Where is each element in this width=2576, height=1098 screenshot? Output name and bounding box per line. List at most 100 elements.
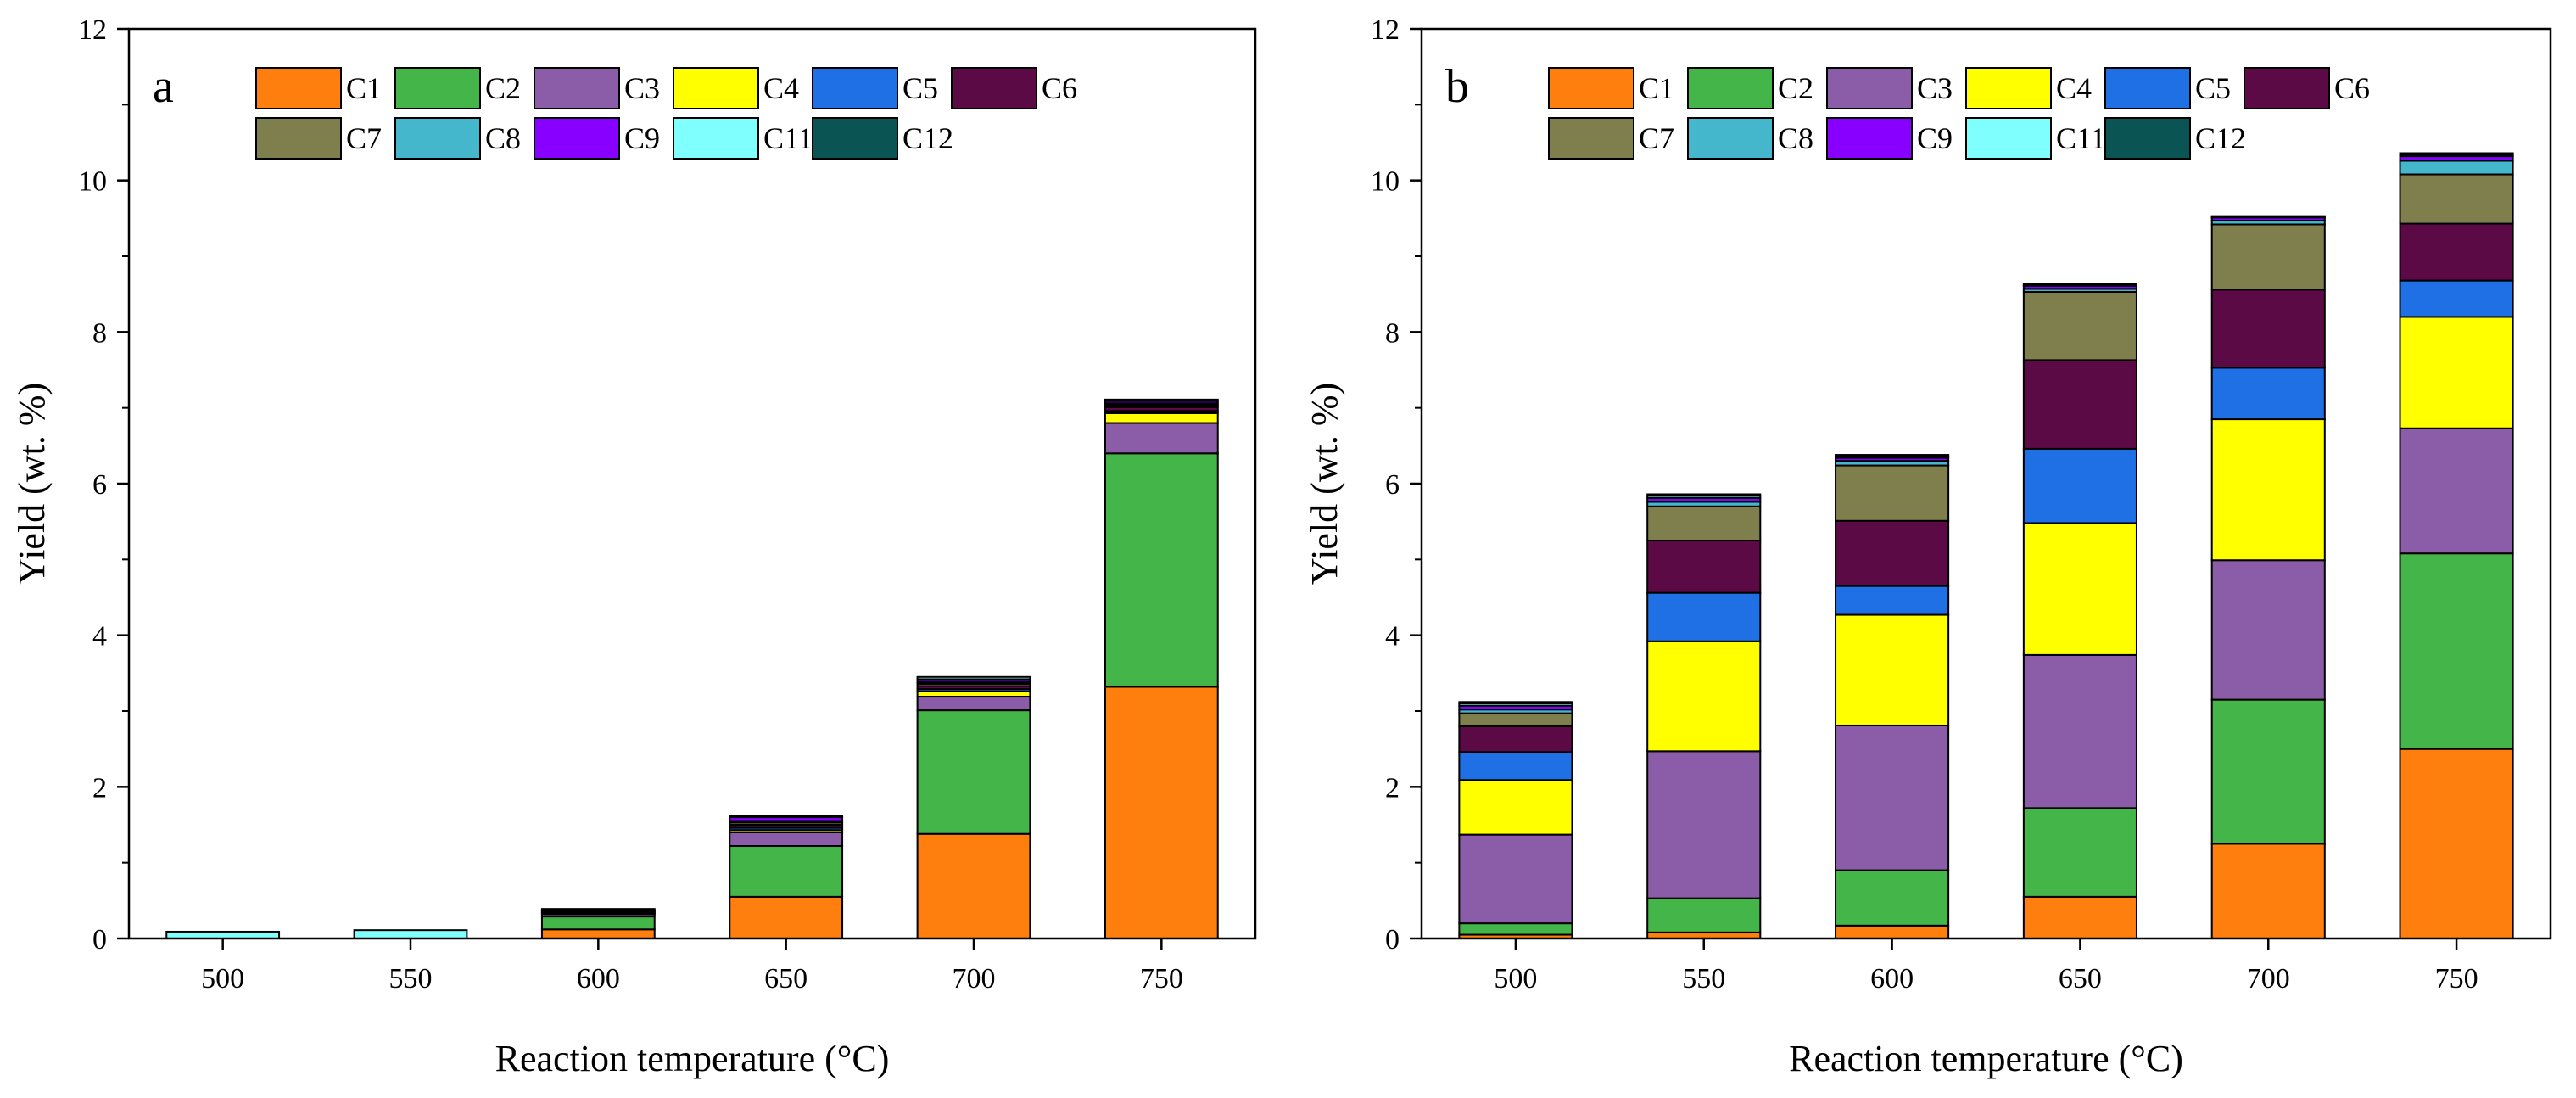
legend-item-c6: C6 <box>2244 67 2370 109</box>
legend-label: C8 <box>485 121 521 155</box>
x-tick-label: 600 <box>577 963 620 994</box>
y-tick-label: 8 <box>92 317 107 349</box>
legend-swatch <box>2104 67 2191 109</box>
legend-swatch <box>812 67 898 109</box>
bar-c6-550 <box>1646 540 1762 594</box>
x-axis-title: Reaction temperature (°C) <box>495 1038 890 1079</box>
bar-c5-600 <box>1835 585 1950 616</box>
bar-c4-500 <box>1458 779 1573 836</box>
y-tick-label: 4 <box>92 621 107 653</box>
legend-label: C1 <box>1639 71 1674 105</box>
legend-item-c4: C4 <box>1965 67 2092 109</box>
bar-c3-600 <box>1835 724 1950 871</box>
legend-swatch <box>951 67 1037 109</box>
bar-c6-600 <box>1835 519 1950 587</box>
bar-c12-550 <box>1646 493 1762 497</box>
bars-group <box>165 398 1219 940</box>
legend-swatch <box>1826 117 1913 160</box>
legend-swatch <box>1687 67 1774 109</box>
legend-item-c1: C1 <box>255 67 382 109</box>
x-axis-title: Reaction temperature (°C) <box>1789 1038 2183 1079</box>
bar-c3-500 <box>1458 833 1573 925</box>
panel-label: a <box>153 60 174 113</box>
legend-label: C4 <box>763 71 799 105</box>
legend-swatch <box>812 117 898 160</box>
bar-c1-700 <box>916 832 1031 939</box>
legend-label: C6 <box>1042 71 1077 105</box>
legend-label: C2 <box>485 71 521 105</box>
bar-c12-750 <box>2399 152 2514 156</box>
x-tick-label: 650 <box>764 963 807 994</box>
legend-label: C11 <box>2056 121 2106 155</box>
bar-c7-500 <box>1458 712 1573 727</box>
bar-c11-700 <box>916 675 1031 681</box>
bar-c5-550 <box>1646 591 1762 642</box>
legend-swatch <box>394 117 481 160</box>
y-tick-label: 4 <box>1385 621 1400 653</box>
legend-label: C3 <box>624 71 660 105</box>
bar-c6-750 <box>2399 222 2514 282</box>
y-axis-title: Yield (wt. %) <box>11 383 53 585</box>
x-tick-label: 600 <box>1870 963 1914 994</box>
bar-c12-600 <box>1835 454 1950 457</box>
legend-label: C4 <box>2056 71 2092 105</box>
legend-item-c7: C7 <box>1548 117 1674 160</box>
bar-c2-550 <box>1646 897 1762 933</box>
legend-swatch <box>1965 67 2052 109</box>
bar-c6-650 <box>2022 359 2137 450</box>
legend-label: C9 <box>624 121 660 155</box>
legend: C1 C2 C3 C4 C5 C6 C7 C8 C9 C11 C12 <box>255 67 1077 160</box>
y-tick-label: 10 <box>1371 166 1400 198</box>
legend-item-c8: C8 <box>1687 117 1813 160</box>
bar-c7-700 <box>2210 223 2326 291</box>
bar-c5-650 <box>2022 447 2137 524</box>
x-tick-label: 500 <box>201 963 244 994</box>
bar-c2-600 <box>540 916 656 931</box>
legend-item-c5: C5 <box>2104 67 2231 109</box>
bar-c5-750 <box>2399 279 2514 318</box>
bar-c2-500 <box>1458 922 1573 936</box>
bar-c3-550 <box>1646 750 1762 899</box>
legend-swatch <box>394 67 481 109</box>
y-tick-label: 8 <box>1385 317 1400 349</box>
legend-label: C12 <box>902 121 953 155</box>
legend-swatch <box>1965 117 2052 160</box>
bar-c4-750 <box>2399 316 2514 429</box>
bar-c3-750 <box>2399 427 2514 555</box>
bars-group <box>1458 152 2514 940</box>
x-tick-label: 700 <box>953 963 996 994</box>
bar-c5-500 <box>1458 751 1573 781</box>
bar-c1-750 <box>2399 748 2514 940</box>
bar-c1-750 <box>1104 686 1219 939</box>
y-tick-label: 0 <box>1385 924 1400 955</box>
bar-c4-750 <box>1104 412 1219 424</box>
legend-swatch <box>534 67 620 109</box>
legend-label: C5 <box>2195 71 2231 105</box>
legend-swatch <box>1548 117 1634 160</box>
legend-item-c9: C9 <box>534 117 660 160</box>
panel-b: 0 2 4 6 8 10 12 500 550 600 650 700 750 Reaction temp… <box>1304 14 2552 1079</box>
bar-c7-750 <box>2399 173 2514 225</box>
legend-item-c6: C6 <box>951 67 1077 109</box>
bar-c2-650 <box>729 845 844 898</box>
legend-item-c8: C8 <box>394 117 521 160</box>
x-tick-label: 550 <box>389 963 433 994</box>
panel-a: 0 2 4 6 8 10 12 500 550 600 650 700 750 Reaction temp… <box>11 14 1257 1079</box>
legend-swatch <box>2244 67 2330 109</box>
bar-c7-600 <box>1835 464 1950 522</box>
bar-c12-700 <box>2210 215 2326 218</box>
bar-c3-650 <box>2022 653 2137 809</box>
legend-swatch <box>2104 117 2191 160</box>
bar-c3-750 <box>1104 422 1219 455</box>
y-tick-label: 12 <box>78 14 107 46</box>
bar-c4-700 <box>2210 418 2326 562</box>
legend-swatch <box>1687 117 1774 160</box>
legend-swatch <box>255 67 342 109</box>
y-tick-label: 10 <box>78 166 107 198</box>
legend-label: C9 <box>1917 121 1953 155</box>
legend-label: C12 <box>2195 121 2246 155</box>
bar-c1-650 <box>2022 895 2137 940</box>
legend-label: C8 <box>1778 121 1813 155</box>
y-tick-label: 12 <box>1371 14 1400 46</box>
bar-c11-600 <box>540 908 656 911</box>
